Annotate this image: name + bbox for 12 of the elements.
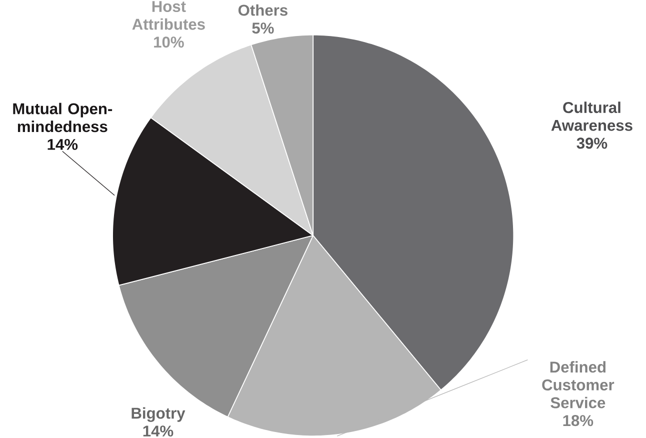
slice-label: Mutual Open-mindedness bbox=[13, 103, 112, 132]
data-label: 14% bbox=[143, 426, 174, 437]
data-label: 18% bbox=[563, 415, 594, 426]
data-label: 14% bbox=[48, 139, 78, 150]
slice-label: Others bbox=[238, 4, 288, 16]
data-label: 10% bbox=[154, 36, 184, 48]
data-label: 39% bbox=[576, 138, 608, 149]
data-label: 5% bbox=[252, 22, 274, 34]
slice-label: Defined Customer Service bbox=[542, 361, 614, 408]
slice-label: Host Attributes bbox=[132, 1, 205, 30]
slice-label: Cultural Awareness bbox=[551, 102, 632, 132]
slice-label: Bigotry bbox=[132, 407, 186, 422]
